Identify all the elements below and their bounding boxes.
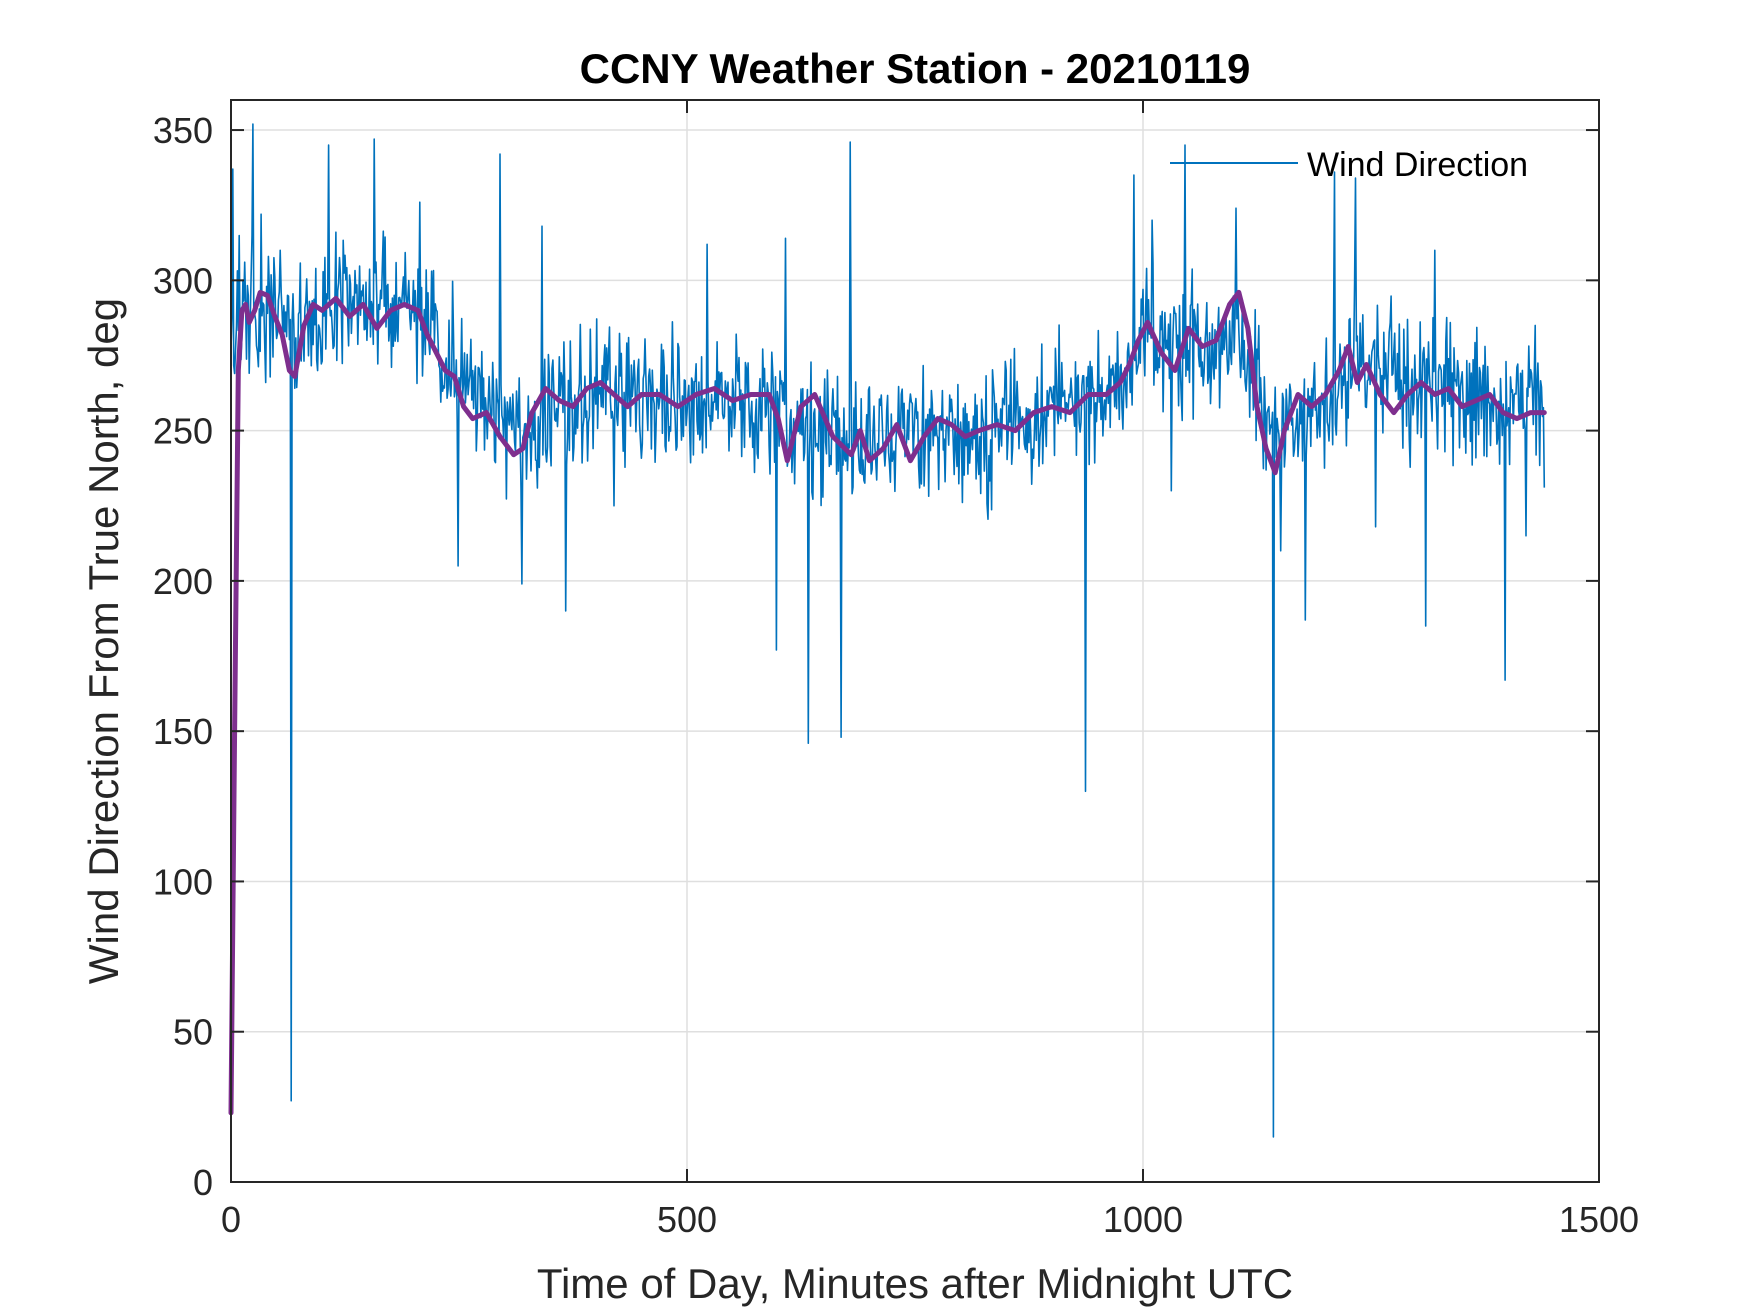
x-tick-label: 1500 [1559, 1199, 1639, 1240]
y-tick-label: 0 [193, 1162, 213, 1203]
legend-label-wind-direction: Wind Direction [1307, 146, 1528, 184]
grid [231, 100, 1599, 1182]
x-tick-labels: 0 500 1000 1500 [221, 1199, 1639, 1240]
series-moving-average [228, 289, 1547, 1116]
chart-title: CCNY Weather Station - 20210119 [580, 45, 1251, 92]
y-tick-label: 200 [153, 561, 213, 602]
y-tick-label: 350 [153, 110, 213, 151]
series-line-wind-direction [230, 123, 1546, 1138]
y-tick-label: 150 [153, 711, 213, 752]
x-axis-label: Time of Day, Minutes after Midnight UTC [537, 1260, 1293, 1307]
y-tick-label: 250 [153, 411, 213, 452]
legend: Wind Direction [1170, 146, 1528, 184]
x-tick-label: 1000 [1103, 1199, 1183, 1240]
axis-ticks [230, 100, 1600, 1183]
series-line-moving-average [228, 289, 1547, 1116]
y-tick-label: 300 [153, 260, 213, 301]
y-tick-label: 100 [153, 861, 213, 902]
series-wind-direction [230, 123, 1546, 1138]
y-tick-labels: 0 50 100 150 200 250 300 350 [153, 110, 213, 1203]
plot-frame [230, 99, 1600, 1183]
y-tick-label: 50 [173, 1012, 213, 1053]
plot-area [231, 100, 1599, 1182]
x-tick-label: 500 [657, 1199, 717, 1240]
y-axis-label: Wind Direction From True North, deg [80, 298, 127, 984]
x-tick-label: 0 [221, 1199, 241, 1240]
